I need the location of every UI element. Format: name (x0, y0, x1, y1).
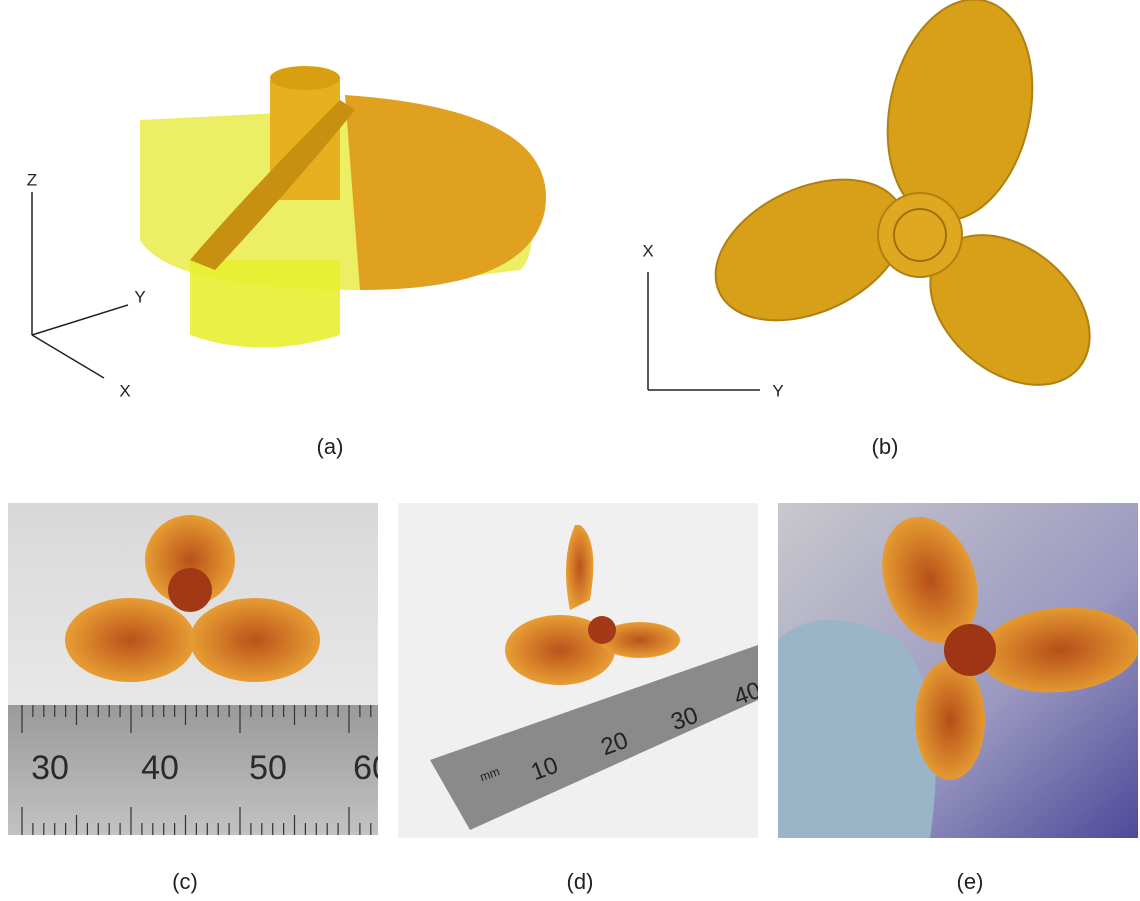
ruler-label: 60 (353, 749, 391, 787)
ruler-ticks (21, 705, 372, 835)
axes (31, 192, 129, 379)
ruler-label: 30 (31, 749, 69, 787)
photo-e (778, 503, 1138, 838)
axis-label: Z (27, 170, 37, 189)
caption: (a) (317, 434, 344, 459)
photo-c: 30 40 50 60 (8, 503, 391, 835)
panel-b: X Y (b) (642, 0, 1091, 459)
axis-label: Y (772, 381, 783, 400)
shape (190, 260, 340, 348)
propeller (714, 0, 1091, 386)
hub-top (270, 66, 340, 90)
axis-label: X (119, 381, 130, 400)
panel-a: Z Y X (a) (27, 66, 546, 459)
ruler-label: 40 (141, 749, 179, 787)
ruler-unit: mm (478, 764, 502, 784)
ruler-label: 50 (249, 749, 287, 787)
blade-edge (190, 100, 355, 270)
caption: (d) (567, 869, 594, 894)
axes (647, 272, 760, 391)
photo-d: 10 20 30 40 mm (398, 503, 758, 838)
blade (345, 95, 546, 290)
caption: (c) (172, 869, 198, 894)
caption: (e) (957, 869, 984, 894)
axis-label: X (642, 241, 653, 260)
caption: (b) (872, 434, 899, 459)
axis-label: Y (134, 287, 145, 306)
